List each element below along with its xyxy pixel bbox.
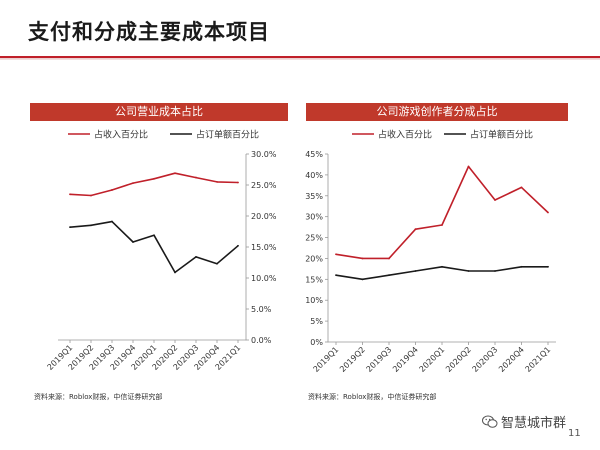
data-point-s2-6 <box>467 270 470 272</box>
x-tick-label: 2020Q2 <box>444 345 473 374</box>
chart-2-creator-share: 占收入百分比 占订单额百分比 0% 5% 10% 15% 20% 25% 30% 35% 40% 45… <box>305 129 556 374</box>
title-rule <box>0 56 600 60</box>
chart-1-operating-cost: 占收入百分比 占订单额百分比 0.0% 5.0% 10.0% 15.0% 20.0% 25.0… <box>46 129 277 372</box>
x-tick-label: 2020Q1 <box>418 345 447 374</box>
chart-1-source: 资料来源：Roblox财报，中信证券研究部 <box>34 393 163 401</box>
y-tick-label: 25.0% <box>251 181 277 190</box>
y-tick-label: 30.0% <box>251 150 277 159</box>
data-point-s2-6 <box>174 271 176 274</box>
data-point-s2-8 <box>520 265 523 268</box>
data-point-s2-4 <box>414 270 417 272</box>
chart-1-title: 公司营业成本占比 <box>30 103 288 121</box>
data-point-s2-3 <box>388 274 390 277</box>
data-point-s1-1 <box>69 193 71 196</box>
series-line-2 <box>335 266 548 281</box>
y-tick-label: 0.0% <box>251 336 272 345</box>
y-tick-label: 40% <box>305 171 323 180</box>
y-tick-label: 30% <box>305 213 323 222</box>
data-point-s1-5 <box>441 224 443 226</box>
data-point-s2-5 <box>153 234 155 237</box>
data-point-s2-9 <box>547 265 549 268</box>
page-number: 11 <box>568 428 581 439</box>
y-tick-label: 25% <box>305 234 323 243</box>
y-tick-label: 20.0% <box>251 212 277 221</box>
data-point-s2-2 <box>361 278 364 281</box>
watermark: 智慧城市群 <box>482 412 566 431</box>
series-line-2 <box>69 220 239 274</box>
wechat-icon <box>482 415 498 429</box>
data-point-s1-7 <box>494 199 496 201</box>
data-point-s2-5 <box>441 265 443 268</box>
watermark-text: 智慧城市群 <box>501 416 567 431</box>
data-point-s2-2 <box>90 224 92 227</box>
data-point-s2-7 <box>195 256 197 258</box>
y-tick-label: 10.0% <box>251 274 277 283</box>
y-tick-label: 5% <box>310 317 323 326</box>
data-point-s1-7 <box>195 176 197 179</box>
x-tick-label: 2020Q3 <box>471 345 500 374</box>
data-point-s1-3 <box>388 257 390 260</box>
series-line-1 <box>69 172 239 197</box>
x-tick-label: 2020Q4 <box>497 345 526 374</box>
y-tick-label: 10% <box>305 296 323 305</box>
data-point-s1-9 <box>237 181 239 184</box>
data-point-s2-1 <box>335 274 337 277</box>
data-point-s1-5 <box>153 177 155 180</box>
y-tick-label: 15% <box>305 275 323 284</box>
data-point-s1-8 <box>520 186 523 189</box>
x-tick-label: 2019Q2 <box>338 345 367 374</box>
data-point-s1-4 <box>132 182 134 185</box>
legend-label-1: 占收入百分比 <box>94 129 148 141</box>
data-point-s1-2 <box>361 257 364 260</box>
data-point-s1-1 <box>335 253 337 256</box>
data-point-s1-9 <box>547 211 549 214</box>
data-point-s1-6 <box>174 172 176 175</box>
data-point-s1-2 <box>90 194 92 197</box>
data-point-s2-4 <box>132 241 134 243</box>
y-tick-label: 20% <box>305 254 323 263</box>
chart-2-source: 资料来源：Roblox财报，中信证券研究部 <box>308 393 437 401</box>
data-point-s2-7 <box>494 270 496 272</box>
x-tick-label: 2019Q4 <box>391 345 420 374</box>
data-point-s2-3 <box>111 220 113 223</box>
y-tick-label: 45% <box>305 150 323 159</box>
data-point-s2-1 <box>69 226 71 229</box>
legend-label-1: 占收入百分比 <box>378 129 432 141</box>
x-tick-label: 2019Q3 <box>365 345 394 374</box>
data-point-s1-8 <box>216 181 218 183</box>
chart-2-title: 公司游戏创作者分成占比 <box>306 103 568 121</box>
legend-label-2: 占订单额百分比 <box>196 129 259 141</box>
y-tick-label: 5.0% <box>251 305 272 314</box>
data-point-s2-9 <box>237 244 239 247</box>
x-tick-label: 2019Q1 <box>312 345 341 374</box>
series-line-1 <box>335 165 549 260</box>
y-tick-label: 15.0% <box>251 243 277 252</box>
y-tick-label: 0% <box>310 338 323 347</box>
y-tick-label: 35% <box>305 192 323 201</box>
data-point-s2-8 <box>216 262 218 265</box>
legend-label-2: 占订单额百分比 <box>470 129 533 141</box>
data-point-s1-6 <box>467 165 470 168</box>
data-point-s1-3 <box>111 189 113 191</box>
x-tick-label: 2021Q1 <box>524 345 553 374</box>
slide-title: 支付和分成主要成本项目 <box>28 20 270 44</box>
data-point-s1-4 <box>414 228 417 231</box>
